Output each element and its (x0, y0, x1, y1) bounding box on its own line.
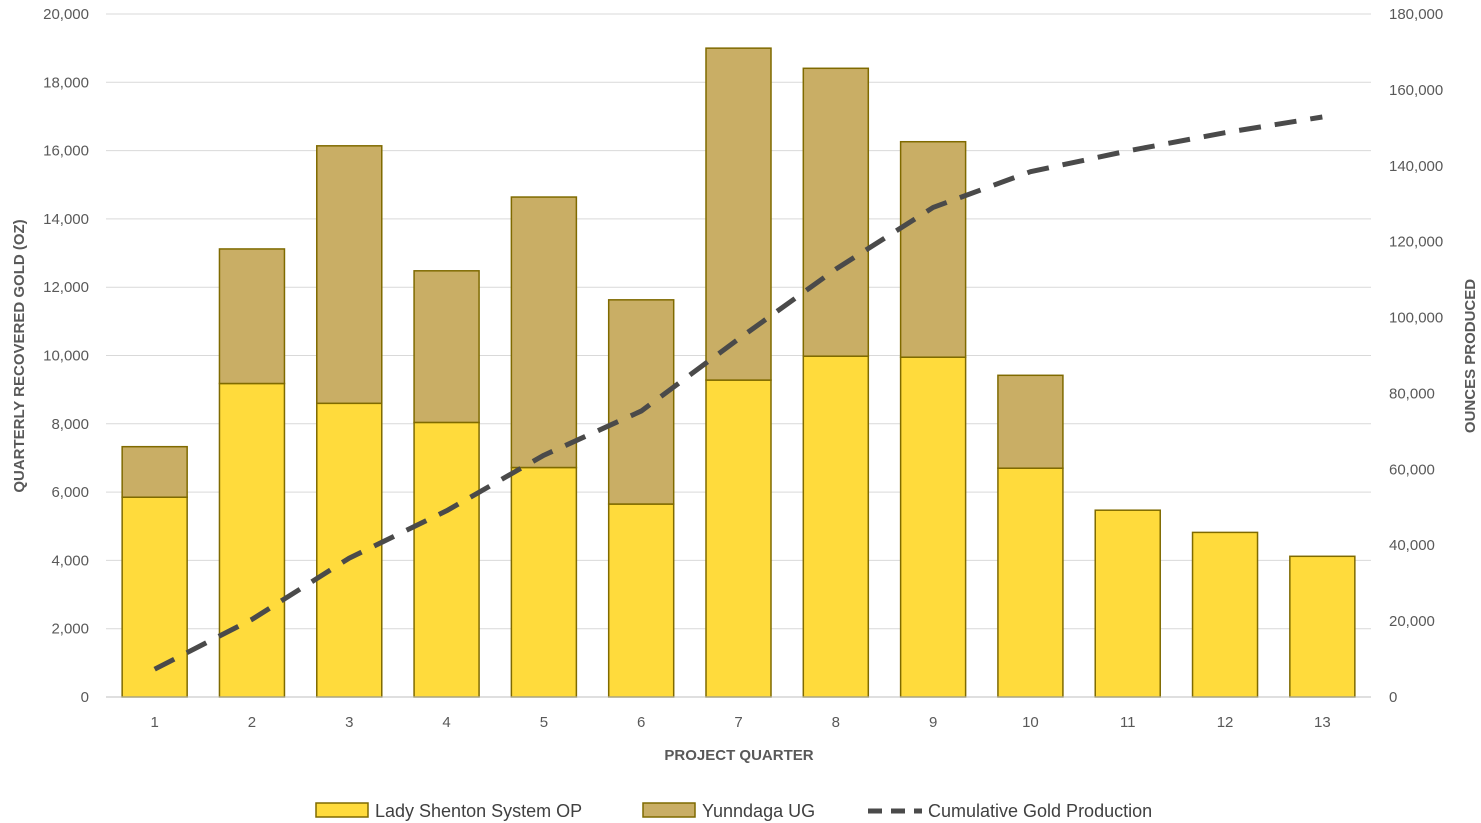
x-tick-label: 7 (734, 714, 742, 731)
bar-lady-shenton (316, 402, 383, 698)
y-tick-label: 2,000 (51, 621, 89, 638)
x-axis-title: PROJECT QUARTER (664, 747, 813, 764)
bar-yunndaga (802, 67, 870, 357)
legend-label-lady-shenton: Lady Shenton System OP (375, 801, 582, 821)
y2-tick-label: 20,000 (1389, 613, 1435, 630)
bar-lady-shenton (1289, 555, 1356, 698)
bar-yunndaga (413, 270, 480, 424)
x-tick-label: 12 (1217, 714, 1234, 731)
y-tick-label: 0 (81, 689, 89, 706)
legend: Lady Shenton System OP Yunndaga UG Cumul… (315, 801, 1152, 821)
legend-label-yunndaga: Yunndaga UG (702, 801, 815, 821)
x-tick-label: 1 (150, 714, 158, 731)
x-tick-label: 5 (540, 714, 548, 731)
bar-yunndaga (705, 47, 772, 381)
y-tick-label: 12,000 (43, 279, 89, 296)
bar-yunndaga (121, 445, 188, 498)
bar-yunndaga (510, 196, 578, 469)
y-tick-label: 20,000 (43, 6, 89, 23)
y2-tick-label: 120,000 (1389, 234, 1443, 251)
y-tick-label: 6,000 (51, 484, 89, 501)
bar-lady-shenton (802, 355, 870, 698)
bar-lady-shenton (997, 467, 1064, 698)
legend-swatch-lady-shenton (315, 802, 369, 818)
x-tick-label: 10 (1022, 714, 1039, 731)
bar-yunndaga (899, 140, 967, 358)
legend-swatch-yunndaga (642, 802, 696, 818)
y2-tick-label: 140,000 (1389, 158, 1443, 175)
bar-lady-shenton (705, 379, 772, 698)
y2-tick-label: 180,000 (1389, 6, 1443, 23)
x-tick-label: 2 (248, 714, 256, 731)
y-tick-label: 16,000 (43, 143, 89, 160)
y-tick-label: 14,000 (43, 211, 89, 228)
bar-yunndaga (316, 145, 383, 405)
x-tick-label: 9 (929, 714, 937, 731)
y2-axis-title: OUNCES PRODUCED (1462, 279, 1479, 433)
y-axis-title: QUARTERLY RECOVERED GOLD (OZ) (11, 219, 28, 492)
bar-yunndaga (607, 299, 675, 505)
x-tick-label: 8 (832, 714, 840, 731)
cumulative-line (153, 114, 1323, 672)
bar-lady-shenton (607, 503, 675, 698)
y2-tick-label: 60,000 (1389, 461, 1435, 478)
bar-lady-shenton (1191, 531, 1259, 698)
cumulative-line-layer (153, 114, 1323, 672)
x-tick-label: 4 (442, 714, 450, 731)
bar-lady-shenton (510, 466, 578, 698)
legend-label-cumulative: Cumulative Gold Production (928, 801, 1152, 821)
bar-lady-shenton (1094, 509, 1161, 698)
y2-tick-label: 160,000 (1389, 82, 1443, 99)
y-tick-label: 10,000 (43, 348, 89, 365)
x-tick-label: 13 (1314, 714, 1331, 731)
y2-tick-label: 100,000 (1389, 310, 1443, 327)
axes: 0 2,000 4,000 6,000 8,000 10,000 12,000 14,000 1… (43, 6, 1443, 731)
x-tick-label: 6 (637, 714, 645, 731)
bar-lady-shenton (899, 356, 967, 698)
y2-tick-label: 80,000 (1389, 385, 1435, 402)
y2-tick-label: 40,000 (1389, 537, 1435, 554)
x-tick-label: 3 (345, 714, 353, 731)
bar-lady-shenton (218, 382, 286, 698)
y2-tick-label: 0 (1389, 689, 1397, 706)
y-tick-label: 4,000 (51, 552, 89, 569)
bar-yunndaga (218, 248, 286, 385)
bar-yunndaga (997, 374, 1064, 469)
x-tick-label: 11 (1120, 714, 1136, 731)
bar-lady-shenton (413, 421, 480, 698)
y-tick-label: 8,000 (51, 416, 89, 433)
y-tick-label: 18,000 (43, 74, 89, 91)
